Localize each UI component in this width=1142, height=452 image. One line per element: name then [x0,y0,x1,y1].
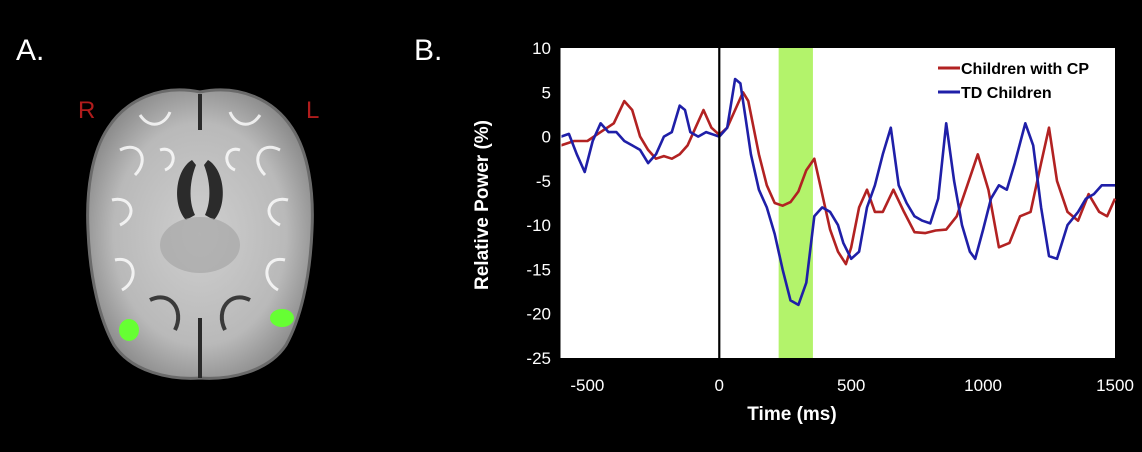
roi-left-hemisphere [270,309,294,327]
sulci-right [111,111,175,292]
legend-label-td: TD Children [961,85,1052,102]
brain-right-label: R [78,97,96,124]
y-tick-label: -20 [526,305,551,324]
x-tick-label: -500 [570,376,604,395]
y-tick-label: -10 [526,216,551,235]
posterior-sulci [149,295,251,331]
legend-label-cp: Children with CP [961,61,1089,78]
y-tick-label: 5 [542,83,551,102]
brain-left-label: L [306,97,320,124]
plot-area [561,48,1115,358]
x-tick-label: 500 [837,376,865,395]
x-tick-label: 1000 [964,376,1002,395]
x-axis-label: Time (ms) [747,404,836,425]
series-line-cp [560,91,1117,266]
y-tick-label: 0 [542,128,551,147]
y-tick-label: 10 [532,39,551,58]
ventricles [177,160,223,220]
panel-b-label: B. [414,34,443,67]
y-tick-label: -5 [536,172,551,191]
x-tick-label: 1500 [1096,376,1134,395]
y-axis-label: Relative Power (%) [472,120,493,290]
relative-power-chart: 10 5 0 -5 -10 -15 -20 -25 -500 0 500 1000 1500 Rela… [472,39,1134,425]
y-tick-label: -15 [526,260,551,279]
roi-right-hemisphere [119,319,139,341]
panel-a-label: A. [16,34,45,67]
highlight-window [778,48,813,358]
x-tick-label: 0 [715,376,724,395]
thalamus [160,217,240,273]
y-tick-label: -25 [526,349,551,368]
brain-scan [86,88,314,380]
series-line-td [560,77,1115,307]
legend: Children with CP TD Children [938,61,1089,102]
sulci-left [225,111,289,292]
